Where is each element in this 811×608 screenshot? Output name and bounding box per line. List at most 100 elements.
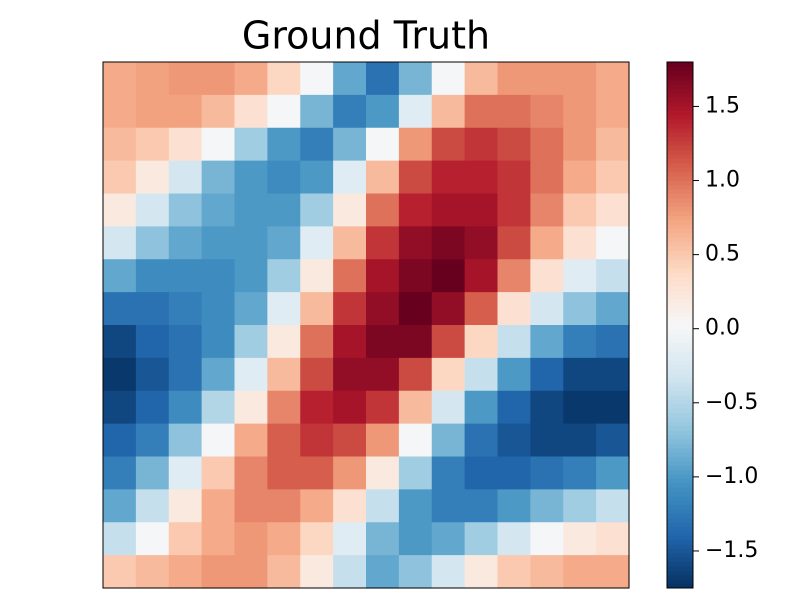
colorbar-segment: [667, 83, 693, 89]
heatmap-cell: [333, 325, 367, 359]
heatmap-cell: [563, 390, 597, 425]
heatmap-cell: [398, 62, 433, 96]
heatmap-cell: [366, 226, 400, 260]
colorbar-segment: [667, 346, 693, 352]
heatmap-cell: [530, 292, 564, 326]
colorbar-segment: [667, 557, 693, 563]
heatmap-cell: [103, 292, 137, 326]
heatmap-cell: [103, 94, 137, 129]
colorbar-segment: [667, 574, 693, 580]
heatmap-cell: [135, 357, 170, 392]
heatmap-cell: [563, 160, 597, 195]
colorbar-segment: [667, 338, 693, 344]
colorbar-segment: [667, 110, 693, 116]
heatmap-cell: [530, 489, 564, 523]
heatmap-cell: [596, 489, 630, 523]
heatmap-cell: [103, 555, 137, 589]
heatmap-cell: [366, 390, 400, 425]
heatmap-cell: [398, 456, 433, 490]
heatmap-cell: [201, 522, 236, 556]
heatmap-cell: [168, 456, 203, 490]
heatmap-cell: [234, 325, 268, 359]
heatmap-cell: [431, 127, 466, 162]
heatmap-cell: [497, 259, 531, 293]
heatmap-cell: [168, 390, 203, 425]
heatmap-cell: [300, 489, 334, 523]
heatmap-cell: [333, 555, 367, 589]
heatmap-cell: [267, 423, 301, 458]
colorbar-segment: [667, 232, 693, 238]
colorbar-segment: [667, 105, 693, 111]
colorbar-segment: [667, 452, 693, 457]
heatmap-cell: [563, 456, 597, 490]
heatmap-cell: [135, 456, 170, 490]
colorbar-segment: [667, 70, 693, 76]
colorbar-segment: [667, 417, 693, 422]
heatmap-cell: [168, 292, 203, 326]
colorbar-segment: [667, 132, 693, 138]
heatmap-cell: [530, 325, 564, 359]
colorbar-segment: [667, 140, 693, 146]
heatmap-cell: [366, 94, 400, 129]
colorbar-segment: [667, 114, 693, 120]
heatmap-cell: [431, 456, 466, 490]
heatmap-cell: [333, 522, 367, 556]
heatmap-cell: [333, 127, 367, 162]
heatmap-cell: [497, 62, 531, 96]
colorbar-segment: [667, 539, 693, 545]
colorbar-segment: [667, 570, 693, 576]
heatmap-cell: [267, 325, 301, 359]
colorbar-segment: [667, 531, 693, 536]
heatmap-cell: [530, 522, 564, 556]
heatmap-cell: [135, 259, 170, 293]
colorbar-segment: [667, 438, 693, 444]
colorbar-segment: [667, 456, 693, 462]
colorbar-segment: [667, 118, 693, 124]
colorbar-tick-label: 1.5: [705, 93, 740, 118]
colorbar-segment: [667, 219, 693, 225]
colorbar-segment: [667, 88, 693, 94]
colorbar-segment: [667, 329, 693, 335]
heatmap-cell: [431, 522, 466, 556]
heatmap-cell: [168, 94, 203, 129]
heatmap-cell: [267, 555, 301, 589]
heatmap-cell: [366, 555, 400, 589]
heatmap-cell: [431, 423, 466, 458]
colorbar-segment: [667, 487, 693, 493]
colorbar-segment: [667, 193, 693, 199]
heatmap-cell: [464, 193, 499, 227]
heatmap-cell: [135, 325, 170, 359]
colorbar-segment: [667, 307, 693, 313]
heatmap-cell: [300, 226, 334, 260]
heatmap-cell: [431, 193, 466, 227]
heatmap-cell: [103, 226, 137, 260]
colorbar-segment: [667, 127, 693, 133]
heatmap-cell: [103, 193, 137, 227]
colorbar-segment: [667, 377, 693, 383]
heatmap-cell: [431, 357, 466, 392]
heatmap-cell: [333, 94, 367, 129]
heatmap-cell: [464, 94, 499, 129]
heatmap-cell: [300, 62, 334, 96]
colorbar-segment: [667, 197, 693, 203]
colorbar-segment: [667, 408, 693, 414]
heatmap-cell: [135, 160, 170, 195]
heatmap-cell: [464, 226, 499, 260]
heatmap-cell: [530, 390, 564, 425]
heatmap-cell: [201, 193, 236, 227]
heatmap-cell: [300, 160, 334, 195]
heatmap-cell: [563, 555, 597, 589]
heatmap-cell: [431, 94, 466, 129]
heatmap-cell: [168, 62, 203, 96]
colorbar-segment: [667, 583, 693, 589]
heatmap-cell: [201, 160, 236, 195]
plot-frame: [102, 61, 630, 589]
heatmap-cell: [267, 292, 301, 326]
colorbar-segment: [667, 504, 693, 510]
heatmap-cell: [530, 456, 564, 490]
heatmap-cell: [497, 226, 531, 260]
colorbar-segment: [667, 412, 693, 418]
colorbar-segment: [667, 184, 693, 190]
heatmap-cell: [431, 325, 466, 359]
